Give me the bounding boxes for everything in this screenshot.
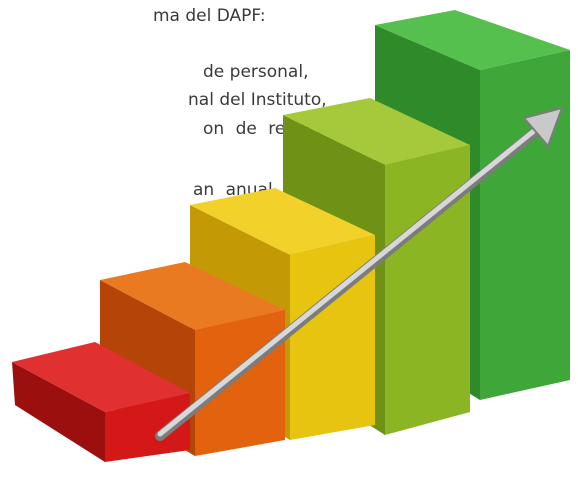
page: {"text": {"lines": ["ma del DAPF:", "de …	[0, 0, 578, 483]
bar-illustration	[0, 0, 578, 483]
